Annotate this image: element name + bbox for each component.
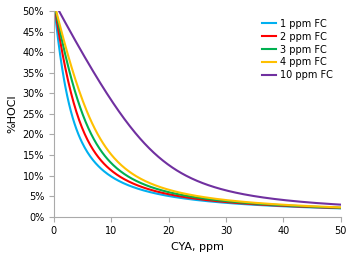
1 ppm FC [52, 0, 56, 3]
4 ppm FC [235, 200, 239, 203]
10 ppm FC [284, 199, 288, 202]
4 ppm FC [116, 160, 120, 163]
2 ppm FC [55, 22, 59, 25]
2 ppm FC [61, 54, 65, 57]
3 ppm FC [61, 42, 65, 46]
3 ppm FC [116, 168, 120, 171]
10 ppm FC [52, 0, 56, 3]
4 ppm FC [339, 206, 343, 209]
Line: 10 ppm FC: 10 ppm FC [54, 2, 341, 205]
4 ppm FC [61, 35, 65, 38]
2 ppm FC [116, 174, 120, 177]
10 ppm FC [235, 191, 239, 195]
2 ppm FC [339, 206, 343, 210]
3 ppm FC [52, 0, 56, 3]
2 ppm FC [52, 0, 56, 3]
10 ppm FC [339, 203, 343, 206]
X-axis label: CYA, ppm: CYA, ppm [171, 242, 224, 252]
4 ppm FC [55, 13, 59, 17]
10 ppm FC [57, 10, 61, 13]
3 ppm FC [339, 206, 343, 209]
10 ppm FC [61, 16, 65, 19]
Line: 4 ppm FC: 4 ppm FC [54, 2, 341, 207]
10 ppm FC [55, 6, 59, 9]
1 ppm FC [235, 202, 239, 205]
2 ppm FC [284, 204, 288, 207]
3 ppm FC [57, 26, 61, 29]
4 ppm FC [52, 0, 56, 3]
1 ppm FC [339, 207, 343, 210]
3 ppm FC [55, 17, 59, 20]
2 ppm FC [235, 201, 239, 204]
10 ppm FC [116, 108, 120, 111]
Line: 3 ppm FC: 3 ppm FC [54, 2, 341, 208]
1 ppm FC [61, 71, 65, 74]
Line: 1 ppm FC: 1 ppm FC [54, 2, 341, 208]
2 ppm FC [57, 33, 61, 36]
1 ppm FC [116, 179, 120, 182]
1 ppm FC [284, 205, 288, 208]
3 ppm FC [235, 200, 239, 204]
1 ppm FC [57, 46, 61, 49]
4 ppm FC [284, 203, 288, 206]
3 ppm FC [284, 204, 288, 207]
1 ppm FC [55, 31, 59, 34]
Legend: 1 ppm FC, 2 ppm FC, 3 ppm FC, 4 ppm FC, 10 ppm FC: 1 ppm FC, 2 ppm FC, 3 ppm FC, 4 ppm FC, … [259, 16, 336, 83]
4 ppm FC [57, 21, 61, 24]
Line: 2 ppm FC: 2 ppm FC [54, 2, 341, 208]
Y-axis label: %HOCl: %HOCl [7, 95, 17, 133]
